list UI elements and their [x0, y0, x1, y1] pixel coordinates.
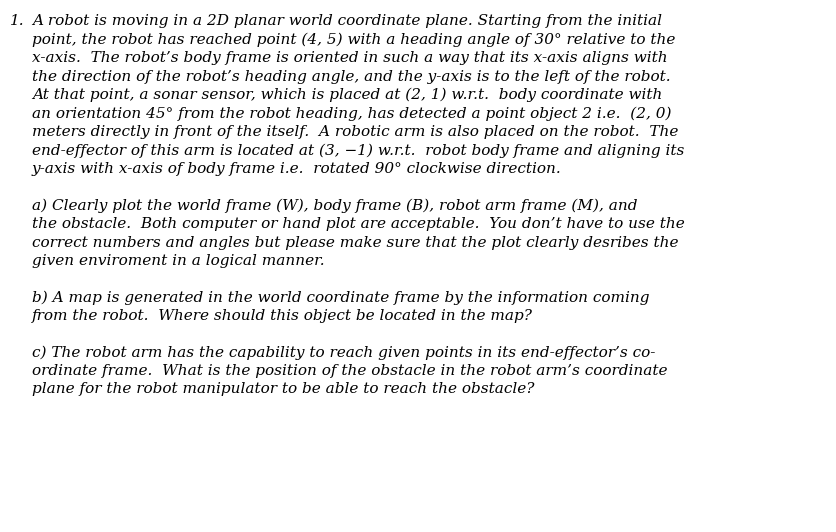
Text: A robot is moving in a 2D planar world coordinate plane. Starting from the initi: A robot is moving in a 2D planar world c… [32, 14, 662, 28]
Text: a) Clearly plot the world frame (W), body frame (B), robot arm frame (M), and: a) Clearly plot the world frame (W), bod… [32, 198, 638, 213]
Text: x-axis.  The robot’s body frame is oriented in such a way that its x-axis aligns: x-axis. The robot’s body frame is orient… [32, 51, 668, 65]
Text: correct numbers and angles but please make sure that the plot clearly desribes t: correct numbers and angles but please ma… [32, 236, 679, 250]
Text: an orientation 45° from the robot heading, has detected a point object 2 i.e.  (: an orientation 45° from the robot headin… [32, 106, 671, 121]
Text: from the robot.  Where should this object be located in the map?: from the robot. Where should this object… [32, 309, 533, 323]
Text: ordinate frame.  What is the position of the obstacle in the robot arm’s coordin: ordinate frame. What is the position of … [32, 364, 667, 378]
Text: c) The robot arm has the capability to reach given points in its end-effector’s : c) The robot arm has the capability to r… [32, 345, 655, 360]
Text: meters directly in front of the itself.  A robotic arm is also placed on the rob: meters directly in front of the itself. … [32, 125, 678, 139]
Text: end-effector of this arm is located at (3, −1) w.r.t.  robot body frame and alig: end-effector of this arm is located at (… [32, 144, 685, 158]
Text: the direction of the robot’s heading angle, and the y-axis is to the left of the: the direction of the robot’s heading ang… [32, 70, 670, 84]
Text: 1.: 1. [10, 14, 24, 28]
Text: the obstacle.  Both computer or hand plot are acceptable.  You don’t have to use: the obstacle. Both computer or hand plot… [32, 217, 685, 231]
Text: point, the robot has reached point (4, 5) with a heading angle of 30° relative t: point, the robot has reached point (4, 5… [32, 32, 675, 47]
Text: given enviroment in a logical manner.: given enviroment in a logical manner. [32, 254, 324, 268]
Text: b) A map is generated in the world coordinate frame by the information coming: b) A map is generated in the world coord… [32, 290, 650, 305]
Text: y-axis with x-axis of body frame i.e.  rotated 90° clockwise direction.: y-axis with x-axis of body frame i.e. ro… [32, 162, 562, 176]
Text: At that point, a sonar sensor, which is placed at (2, 1) w.r.t.  body coordinate: At that point, a sonar sensor, which is … [32, 88, 662, 102]
Text: plane for the robot manipulator to be able to reach the obstacle?: plane for the robot manipulator to be ab… [32, 383, 534, 396]
